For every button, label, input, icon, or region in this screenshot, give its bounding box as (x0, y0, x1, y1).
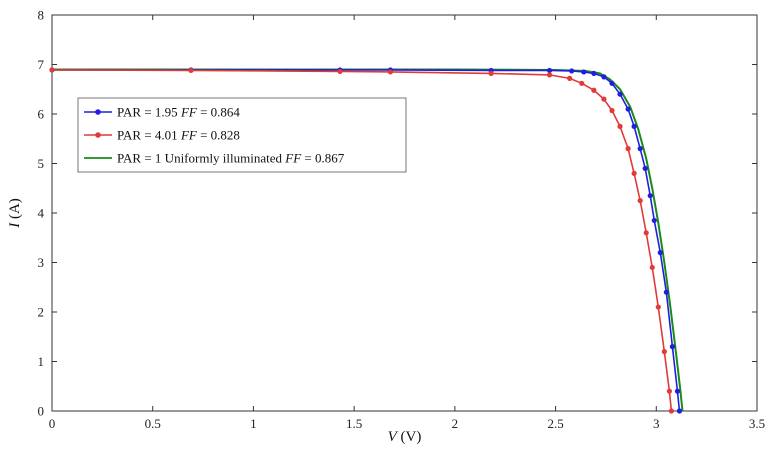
x-tick-label: 1.5 (346, 416, 362, 431)
plot-area (51, 14, 758, 412)
data-point (569, 68, 575, 74)
data-point (581, 69, 587, 75)
y-tick-label: 7 (38, 57, 45, 72)
data-point (617, 123, 623, 129)
data-point (637, 146, 643, 152)
data-point (674, 388, 681, 394)
data-point (663, 289, 669, 295)
data-point (666, 388, 672, 394)
data-point (337, 68, 343, 75)
legend-label-par-1-uniform: PAR = 1 Uniformly illuminated FF = 0.867 (117, 151, 345, 166)
data-point (579, 80, 585, 86)
data-point (601, 96, 607, 102)
y-tick-label: 6 (38, 107, 45, 122)
data-point (591, 70, 597, 77)
x-tick-label: 1 (250, 416, 257, 431)
data-point (643, 230, 649, 236)
data-point (676, 408, 683, 414)
y-tick-label: 4 (38, 206, 45, 221)
x-tick-label: 0.5 (145, 416, 161, 431)
x-tick-label: 3 (653, 416, 660, 431)
data-point (651, 217, 657, 224)
data-point (546, 67, 553, 74)
data-point (591, 87, 597, 93)
legend-label-par-1-95: PAR = 1.95 FF = 0.864 (117, 105, 240, 120)
data-point (631, 123, 637, 129)
x-tick-label: 2.5 (547, 416, 563, 431)
data-point (631, 170, 637, 176)
legend-marker-par-1-95 (95, 109, 101, 115)
data-point (657, 250, 663, 256)
data-point (617, 91, 623, 97)
y-axis-label: I (A) (7, 198, 23, 229)
x-axis-unit: (V) (397, 429, 422, 445)
legend-item-par-1-uniform: PAR = 1 Uniformly illuminated FF = 0.867 (84, 151, 345, 166)
legend-label-par-4-01: PAR = 4.01 FF = 0.828 (117, 128, 240, 143)
x-tick-label: 3.5 (749, 416, 765, 431)
data-point (567, 75, 573, 81)
legend-marker-par-4-01 (95, 132, 101, 138)
y-axis-unit: (A) (7, 198, 23, 223)
data-point (642, 165, 648, 172)
y-tick-label: 1 (38, 354, 45, 369)
legend: PAR = 1.95 FF = 0.864 PAR = 4.01 FF = 0.… (77, 97, 407, 173)
data-point (668, 408, 674, 414)
data-point (387, 69, 393, 75)
data-point (609, 80, 615, 86)
legend-box (77, 97, 407, 173)
y-tick-label: 3 (38, 255, 45, 270)
y-tick-label: 2 (38, 305, 45, 320)
data-point (609, 107, 615, 114)
data-point (661, 349, 667, 355)
y-tick-label: 8 (38, 8, 45, 23)
data-point (601, 74, 607, 80)
data-point (625, 146, 631, 152)
data-point (488, 70, 494, 77)
x-axis-var: V (388, 429, 399, 445)
data-point (188, 67, 194, 74)
x-tick-label: 2 (452, 416, 459, 431)
x-tick-label: 0 (49, 416, 56, 431)
data-point (49, 67, 55, 73)
y-tick-label: 0 (38, 404, 45, 419)
data-point (669, 344, 676, 350)
axis-ticks: 0 0.5 1 1.5 2 2.5 3 3.5 0 1 2 3 4 5 6 7 8 (38, 8, 766, 432)
x-axis-label: V (V) (388, 429, 422, 445)
data-point (655, 304, 661, 310)
y-axis-var: I (7, 222, 23, 229)
legend-item-par-1-95: PAR = 1.95 FF = 0.864 (84, 105, 240, 120)
y-tick-label: 5 (38, 156, 45, 171)
data-point (546, 72, 553, 78)
data-point (637, 198, 643, 204)
data-point (625, 106, 631, 112)
data-point (649, 264, 655, 271)
series-layer (49, 67, 684, 414)
data-point (647, 193, 653, 199)
legend-item-par-4-01: PAR = 4.01 FF = 0.828 (84, 128, 240, 143)
